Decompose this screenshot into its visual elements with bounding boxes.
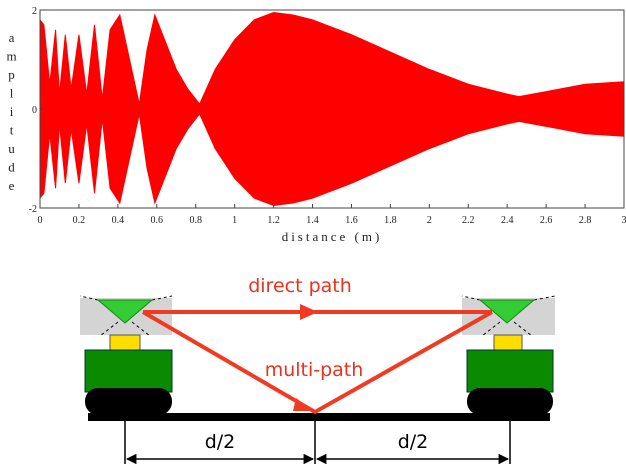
x-tick-label: 1.4 xyxy=(306,215,319,226)
x-tick-label: 0.2 xyxy=(73,215,86,226)
left-distance-label: d/2 xyxy=(205,431,236,453)
right-distance-label: d/2 xyxy=(398,431,429,453)
x-tick-label: 2 xyxy=(427,215,432,226)
x-axis-label: distance (m) xyxy=(282,229,383,244)
x-tick-label: 0.6 xyxy=(151,215,164,226)
x-tick-label: 1 xyxy=(232,215,237,226)
y-tick-label: 0 xyxy=(32,105,37,116)
x-tick-label: 2.4 xyxy=(501,215,514,226)
plot: 0 0.2 0.4 0.6 0.8 1 1.2 1.4 1.6 1.8 2 2.2 2.4 2.6 2.8 3… xyxy=(6,6,626,244)
diagram: direct path multi-path d/2 d/2 xyxy=(80,275,555,464)
x-tick-label: 0.8 xyxy=(189,215,202,226)
x-tick-label: 2.6 xyxy=(540,215,553,226)
x-tick-label: 2.2 xyxy=(462,215,475,226)
x-tick-label: 0.4 xyxy=(112,215,125,226)
x-tick-label: 3 xyxy=(622,215,626,226)
signal-envelope xyxy=(40,12,624,109)
x-tick-label: 1.2 xyxy=(267,215,280,226)
paths xyxy=(143,304,492,412)
x-tick-label: 1.6 xyxy=(345,215,358,226)
direct-path-label: direct path xyxy=(248,275,352,297)
multi-path-label: multi-path xyxy=(265,359,364,381)
signal-envelope xyxy=(40,109,624,206)
figure: 0 0.2 0.4 0.6 0.8 1 1.2 1.4 1.6 1.8 2 2.2 2.4 2.6 2.8 3… xyxy=(0,0,626,464)
x-tick-label: 1.8 xyxy=(384,215,397,226)
y-tick-label: 2 xyxy=(32,6,37,17)
y-tick-label: -2 xyxy=(29,204,37,215)
dimensions xyxy=(125,421,510,464)
x-tick-label: 2.8 xyxy=(579,215,592,226)
x-tick-label: 0 xyxy=(38,215,43,226)
